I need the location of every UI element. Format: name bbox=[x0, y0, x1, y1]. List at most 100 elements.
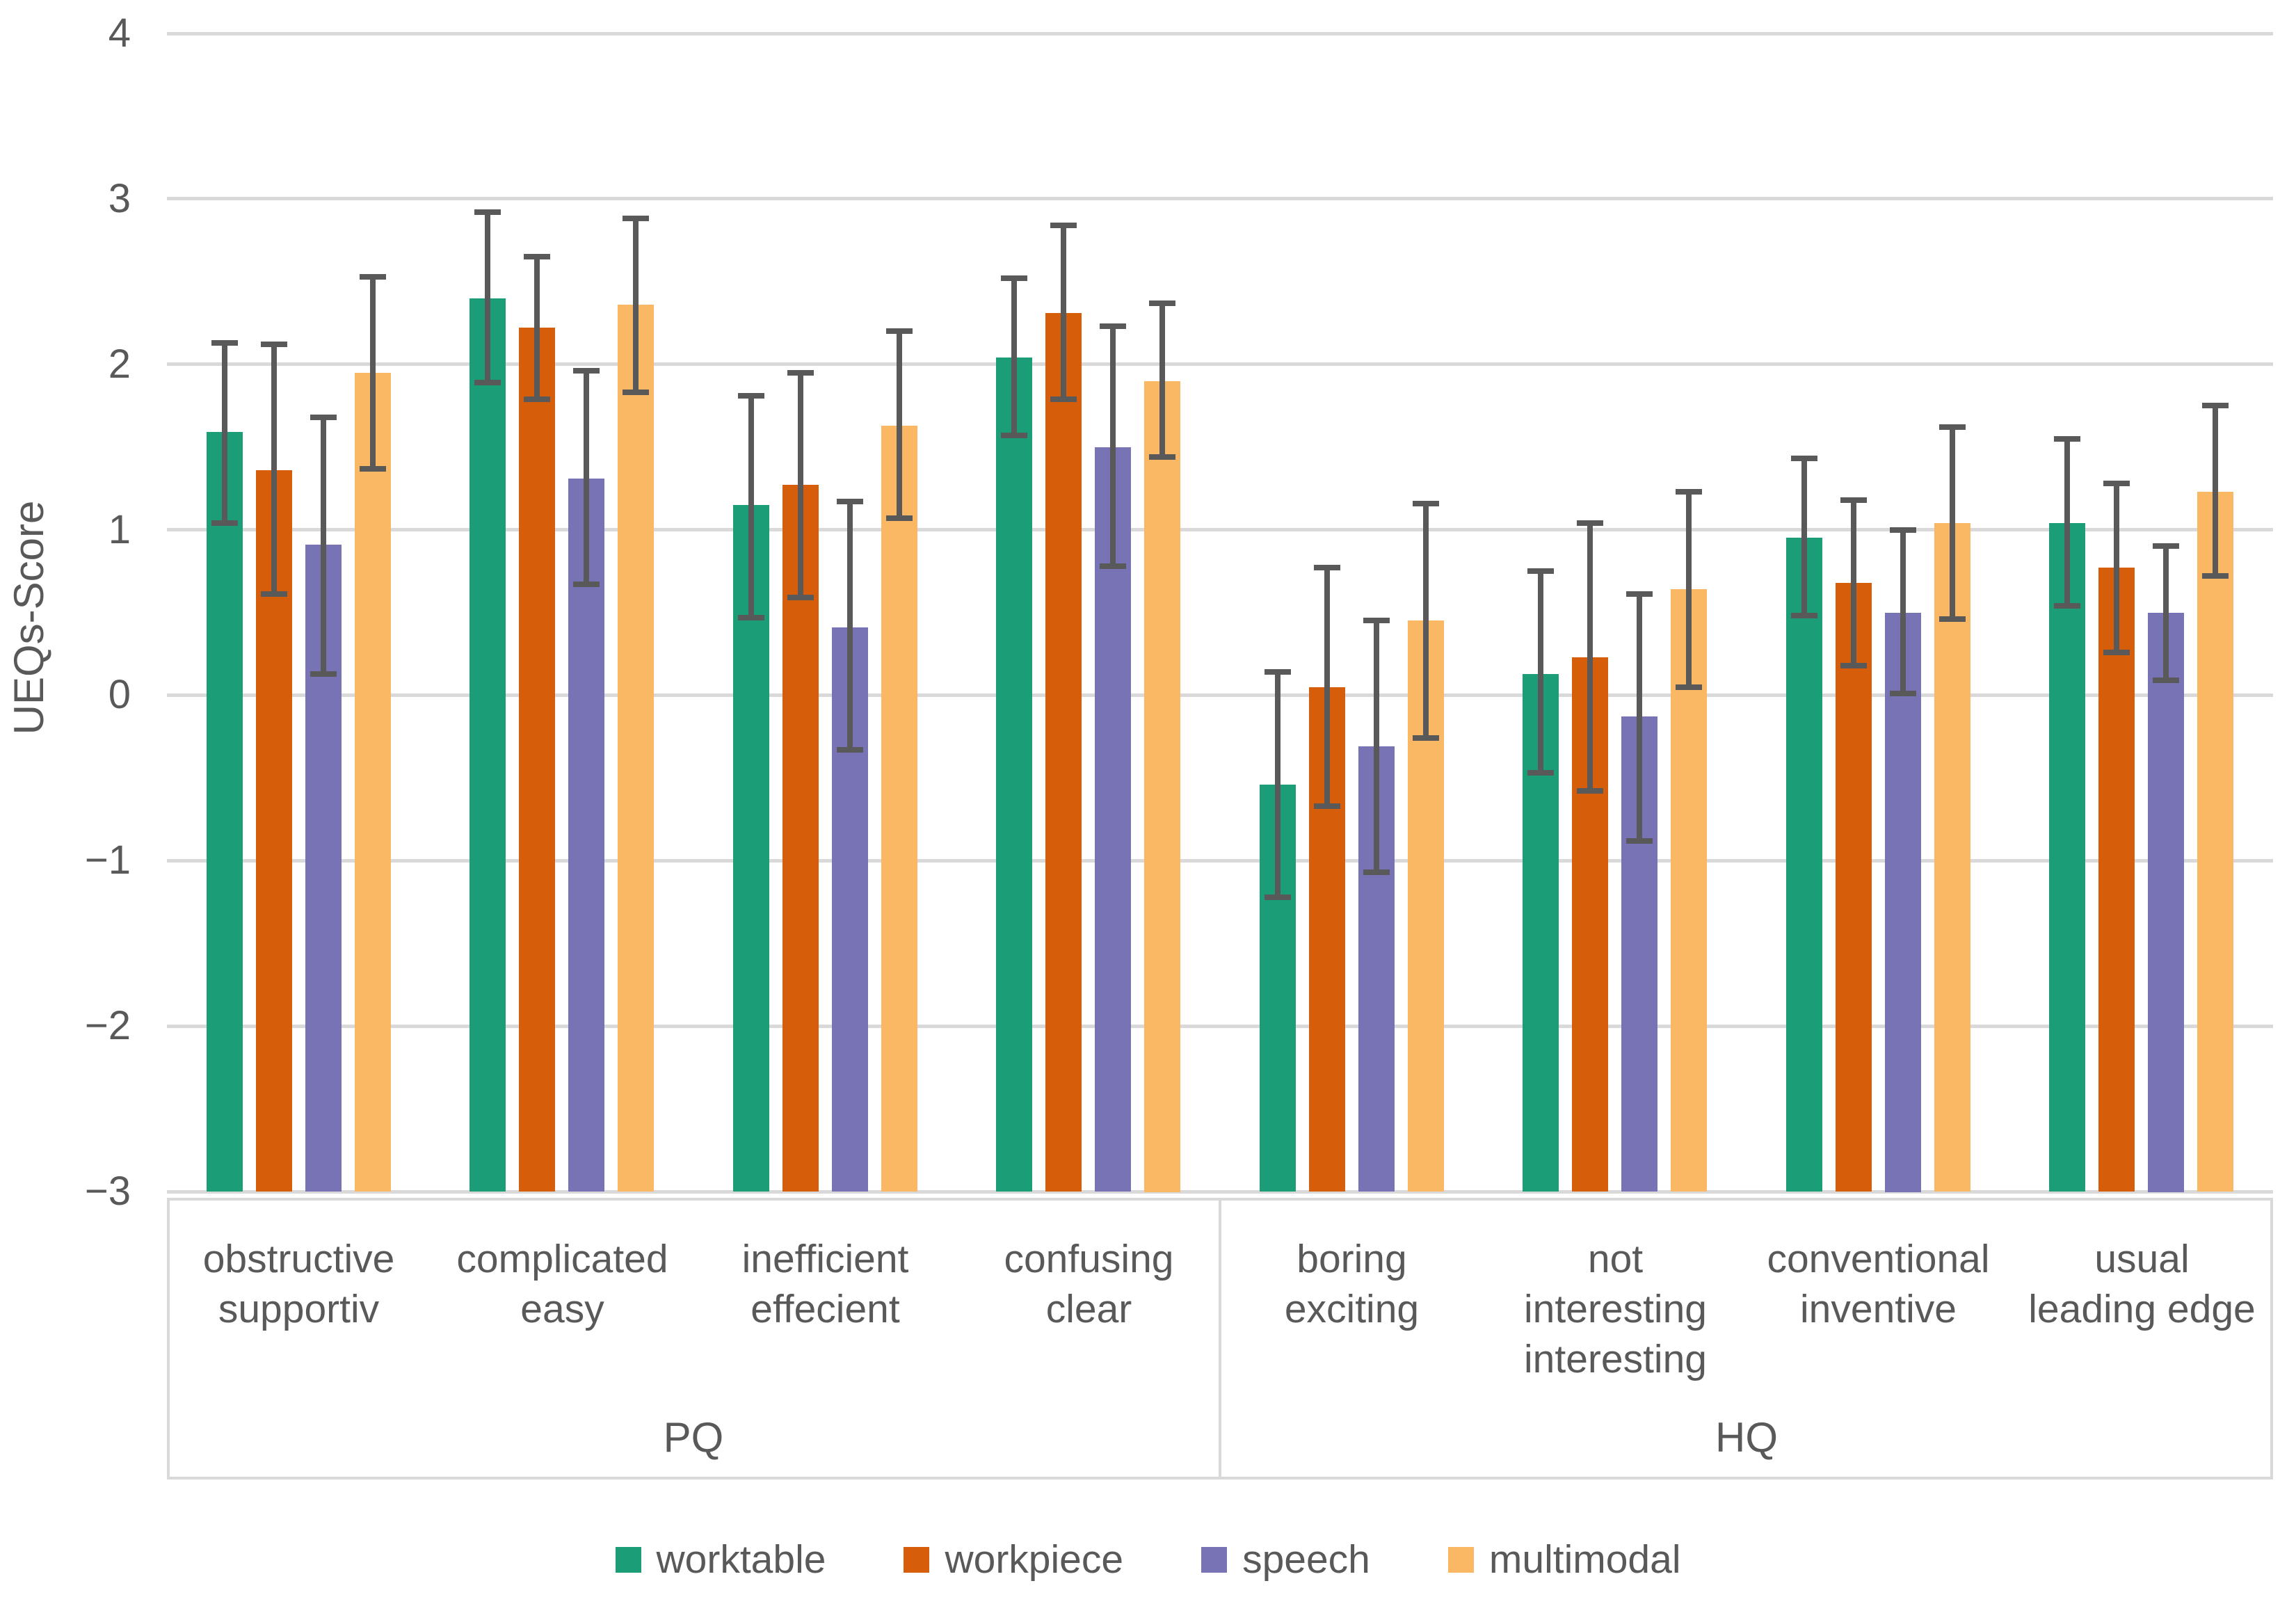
error-bar-worktable bbox=[485, 212, 490, 383]
error-bar-cap-bottom bbox=[524, 396, 550, 402]
category-label: obstructive supportiv bbox=[167, 1198, 431, 1479]
section-divider bbox=[1219, 1198, 1221, 1479]
error-bar-cap-top bbox=[1314, 565, 1340, 570]
error-bar-worktable bbox=[1801, 458, 1807, 616]
error-bar-cap-bottom bbox=[2103, 650, 2130, 655]
bar-worktable bbox=[1786, 538, 1822, 1192]
error-bar-cap-bottom bbox=[1100, 563, 1126, 569]
legend-item-multimodal: multimodal bbox=[1447, 1537, 1681, 1582]
error-bar-worktable bbox=[1538, 571, 1543, 773]
section-label-PQ: PQ bbox=[663, 1414, 724, 1461]
error-bar-cap-top bbox=[310, 415, 337, 420]
legend-label: worktable bbox=[656, 1537, 826, 1582]
bar-workpiece bbox=[1836, 583, 1872, 1192]
category-label-line: not bbox=[1587, 1237, 1644, 1281]
error-bar-worktable bbox=[748, 396, 754, 618]
y-tick-label: −1 bbox=[84, 837, 131, 883]
error-bar-cap-top bbox=[261, 342, 287, 347]
error-bar-speech bbox=[1110, 326, 1116, 566]
error-bar-workpiece bbox=[1061, 225, 1066, 399]
category-label-line: supportiv bbox=[218, 1287, 380, 1331]
gridline bbox=[167, 859, 2273, 863]
bar-worktable bbox=[207, 432, 243, 1192]
bar-speech bbox=[2148, 613, 2184, 1192]
y-tick-label: 0 bbox=[108, 672, 131, 717]
category-label-line: conventional bbox=[1767, 1237, 1990, 1281]
bar-multimodal bbox=[2197, 492, 2233, 1192]
error-bar-cap-top bbox=[2103, 481, 2130, 486]
bar-multimodal bbox=[355, 373, 391, 1192]
error-bar-cap-top bbox=[623, 216, 649, 221]
error-bar-cap-top bbox=[1363, 618, 1390, 623]
error-bar-speech bbox=[1637, 594, 1642, 840]
error-bar-cap-top bbox=[1577, 520, 1603, 526]
error-bar-cap-bottom bbox=[1363, 869, 1390, 875]
category-label: usual leading edge bbox=[2010, 1198, 2274, 1479]
y-tick-label: −2 bbox=[84, 1003, 131, 1048]
error-bar-cap-top bbox=[1149, 300, 1175, 306]
bar-worktable bbox=[469, 298, 506, 1192]
error-bar-workpiece bbox=[2114, 483, 2119, 652]
error-bar-cap-bottom bbox=[2153, 677, 2179, 683]
error-bar-speech bbox=[584, 371, 589, 584]
gridline bbox=[167, 32, 2273, 35]
bar-speech bbox=[1095, 447, 1131, 1192]
error-bar-cap-top bbox=[1527, 568, 1554, 574]
y-tick-label: 2 bbox=[108, 342, 131, 387]
legend-swatch-multimodal bbox=[1447, 1546, 1474, 1573]
category-label: confusing clear bbox=[957, 1198, 1221, 1479]
legend-label: workpiece bbox=[945, 1537, 1124, 1582]
error-bar-cap-bottom bbox=[1676, 684, 1702, 690]
error-bar-workpiece bbox=[1587, 523, 1593, 791]
category-label-line: inefficient bbox=[741, 1237, 909, 1281]
y-tick-label: 1 bbox=[108, 507, 131, 552]
error-bar-cap-bottom bbox=[837, 747, 863, 753]
gridline bbox=[167, 1190, 2273, 1194]
error-bar-cap-top bbox=[573, 368, 600, 374]
category-label: boring exciting bbox=[1220, 1198, 1484, 1479]
bar-workpiece bbox=[519, 328, 555, 1192]
error-bar-cap-bottom bbox=[2054, 603, 2080, 609]
error-bar-multimodal bbox=[2213, 406, 2218, 576]
error-bar-cap-top bbox=[2202, 403, 2229, 408]
error-bar-cap-bottom bbox=[573, 582, 600, 587]
error-bar-multimodal bbox=[897, 331, 902, 518]
error-bar-worktable bbox=[1011, 278, 1017, 435]
error-bar-cap-top bbox=[738, 393, 764, 399]
legend-item-speech: speech bbox=[1201, 1539, 1370, 1580]
gridline bbox=[167, 528, 2273, 531]
error-bar-workpiece bbox=[534, 257, 540, 399]
error-bar-cap-top bbox=[1791, 456, 1817, 461]
error-bar-cap-top bbox=[1840, 497, 1867, 503]
error-bar-worktable bbox=[222, 343, 227, 523]
error-bar-multimodal bbox=[1423, 504, 1429, 739]
error-bar-cap-top bbox=[1050, 223, 1077, 228]
legend-swatch-workpiece bbox=[904, 1546, 930, 1573]
bar-workpiece bbox=[782, 485, 819, 1192]
error-bar-cap-bottom bbox=[1265, 895, 1291, 900]
legend: worktable workpiece speech multimodal bbox=[0, 1539, 2296, 1580]
category-label-line: complicated bbox=[456, 1237, 668, 1281]
error-bar-cap-top bbox=[1626, 591, 1653, 597]
error-bar-workpiece bbox=[271, 344, 277, 594]
error-bar-cap-bottom bbox=[787, 595, 814, 600]
error-bar-cap-top bbox=[1001, 275, 1027, 281]
bar-multimodal bbox=[1934, 523, 1970, 1192]
error-bar-cap-bottom bbox=[738, 615, 764, 620]
error-bar-cap-bottom bbox=[1314, 803, 1340, 809]
category-label-line: usual bbox=[2094, 1237, 2190, 1281]
legend-label: multimodal bbox=[1488, 1537, 1681, 1582]
error-bar-cap-top bbox=[1676, 489, 1702, 495]
error-bar-cap-bottom bbox=[1050, 396, 1077, 402]
error-bar-workpiece bbox=[1324, 568, 1330, 806]
error-bar-cap-top bbox=[886, 328, 913, 334]
error-bar-cap-top bbox=[787, 370, 814, 376]
error-bar-worktable bbox=[1275, 672, 1281, 897]
error-bar-speech bbox=[2163, 546, 2169, 680]
error-bar-cap-top bbox=[474, 209, 501, 215]
error-bar-cap-top bbox=[524, 254, 550, 259]
error-bar-cap-top bbox=[2153, 543, 2179, 549]
error-bar-multimodal bbox=[1686, 492, 1692, 687]
error-bar-cap-top bbox=[211, 340, 238, 346]
